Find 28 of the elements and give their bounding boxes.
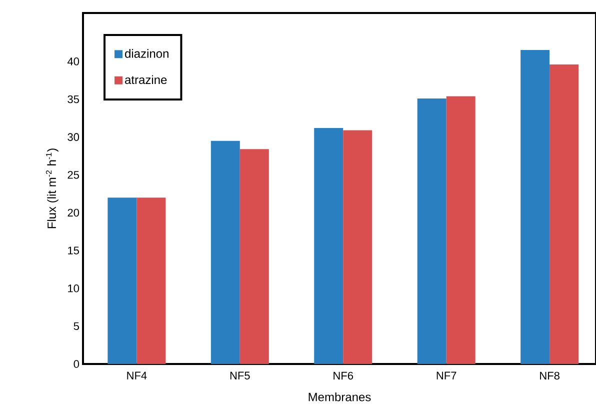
bar [550,64,579,364]
x-tick-label: NF8 [540,372,560,380]
bar [314,128,344,364]
bar [210,140,240,364]
bar [136,198,166,364]
bar [343,130,372,364]
y-tick-label: 25 [68,171,79,179]
bar [240,149,269,364]
y-tick-label: 20 [68,208,80,217]
y-tick-label: 35 [68,95,79,104]
y-tick-label: 5 [74,322,79,330]
x-axis-title: Membranes [308,392,371,402]
bar [520,50,550,364]
y-axis-title: Flux (lit m$^{-2}$ h$^{-1}$) [46,148,58,228]
bar [108,198,137,364]
y-tick-label: 10 [68,284,80,292]
y-tick-label: 15 [68,246,79,254]
bar [446,96,476,364]
x-tick-label: NF7 [436,372,456,380]
x-tick-label: NF5 [230,372,250,380]
y-tick-label: 30 [68,133,80,141]
y-tick-label: 40 [67,58,80,66]
legend-label: diazinon [125,49,168,58]
x-tick-label: NF4 [127,372,147,380]
bar [417,98,446,364]
x-tick-label: NF6 [334,372,354,380]
y-tick-label: 0 [74,360,80,368]
legend-label: atrazine [125,75,167,84]
